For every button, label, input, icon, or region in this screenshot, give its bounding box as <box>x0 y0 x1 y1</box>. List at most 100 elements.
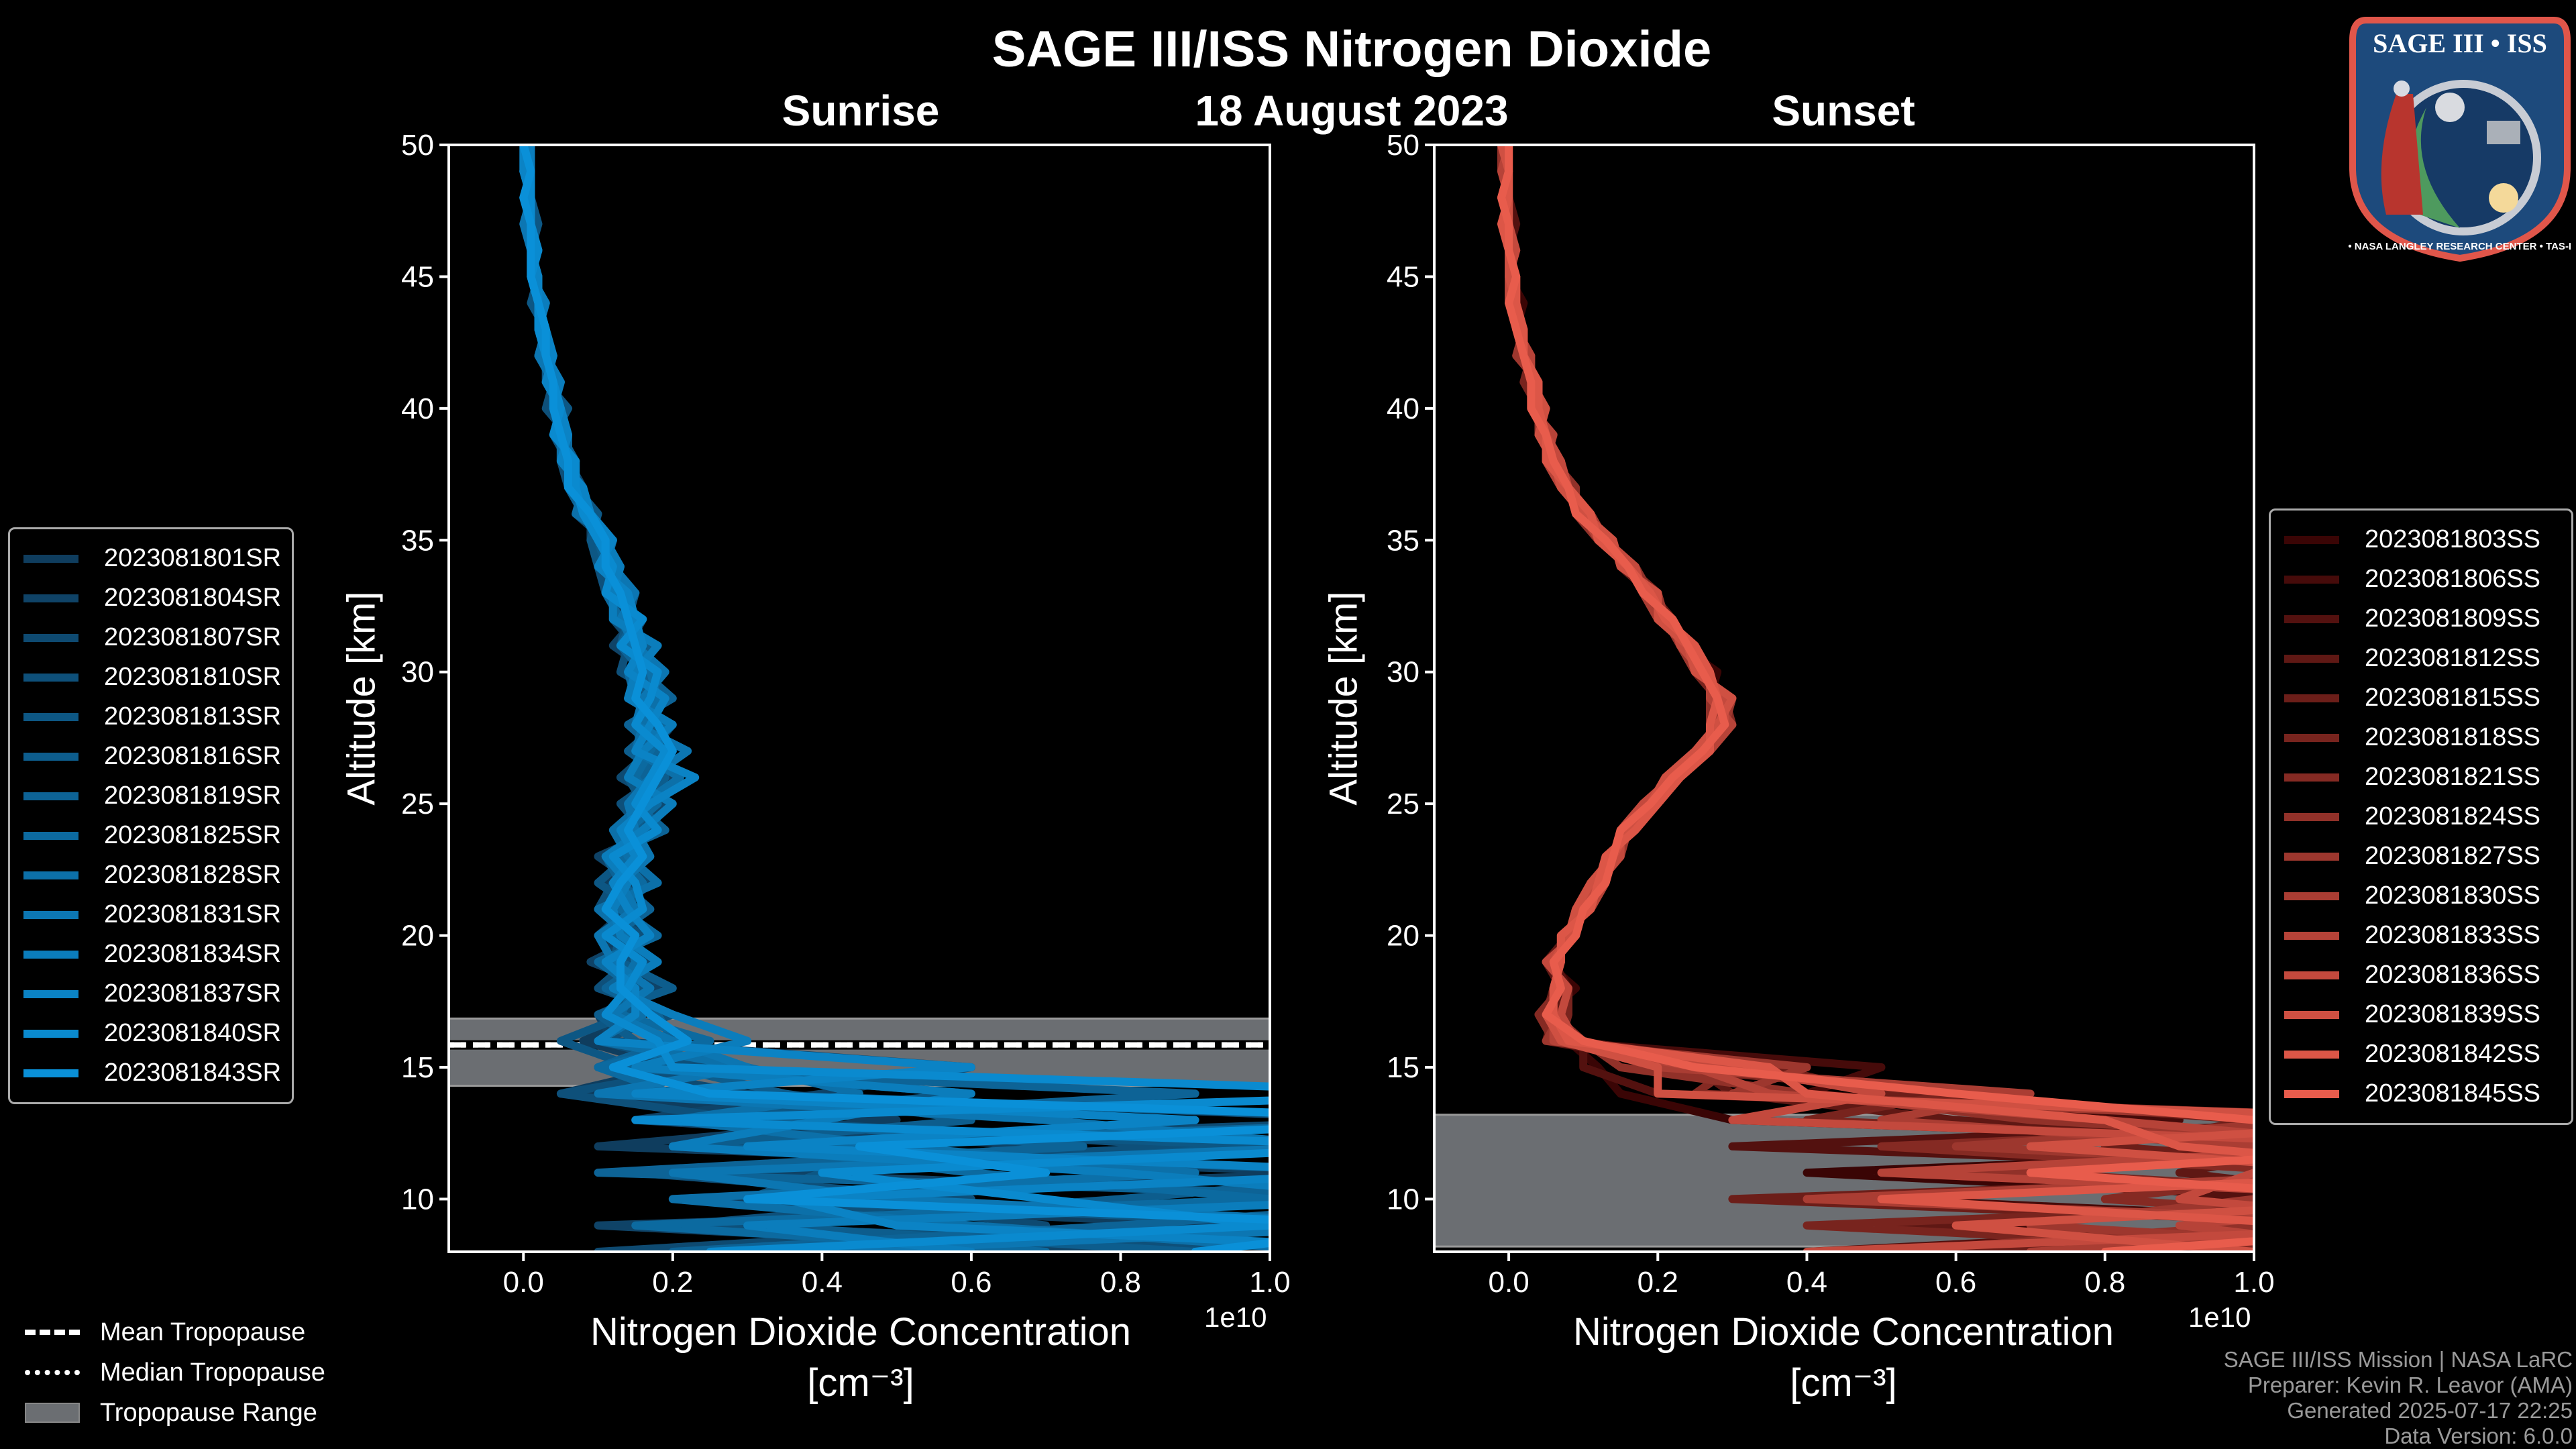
legend-label: 2023081842SS <box>2365 1040 2541 1068</box>
y-tick-label: 50 <box>401 129 434 162</box>
legend-line-swatch <box>23 910 78 919</box>
y-tick-label: 10 <box>401 1183 434 1216</box>
date-subtitle: 18 August 2023 <box>1195 87 1509 135</box>
legend-item: 2023081807SR <box>10 618 292 657</box>
sunset-panel-title: Sunset <box>1772 87 1915 135</box>
dashed-line-icon <box>25 1330 80 1335</box>
legend-label: 2023081807SR <box>104 623 282 651</box>
sunrise-axes-frame <box>447 144 1271 1253</box>
legend-label: 2023081813SR <box>104 702 282 731</box>
legend-item: 2023081839SS <box>2271 995 2571 1034</box>
chart-title: SAGE III/ISS Nitrogen Dioxide <box>991 21 1712 78</box>
footer-mission: SAGE III/ISS Mission | NASA LaRC <box>2223 1347 2573 1372</box>
legend-label: 2023081812SS <box>2365 644 2541 672</box>
legend-item: 2023081827SS <box>2271 837 2571 876</box>
legend-item: 2023081816SR <box>10 737 292 776</box>
legend-label: 2023081815SS <box>2365 684 2541 712</box>
sunrise-plot-area <box>449 145 1270 1252</box>
legend-item: 2023081833SS <box>2271 916 2571 955</box>
footer-data-version: Data Version: 6.0.0 <box>2384 1424 2573 1448</box>
legend-line-swatch <box>23 594 78 602</box>
legend-label: 2023081809SS <box>2365 604 2541 633</box>
legend-label: 2023081834SR <box>104 940 282 968</box>
x-tick-label: 1.0 <box>1249 1266 1290 1299</box>
legend-label: Tropopause Range <box>100 1398 317 1427</box>
y-tick-label: 30 <box>401 656 434 689</box>
legend-item: 2023081809SS <box>2271 599 2571 639</box>
legend-label: 2023081816SR <box>104 742 282 770</box>
legend-item: 2023081810SR <box>10 657 292 697</box>
gray-box-icon <box>25 1403 80 1423</box>
legend-item: 2023081845SS <box>2271 1074 2571 1114</box>
legend-label: 2023081803SS <box>2365 525 2541 553</box>
legend-item: 2023081806SS <box>2271 559 2571 599</box>
sunset-x-axis-label: Nitrogen Dioxide Concentration [cm⁻³] <box>1573 1307 2114 1409</box>
legend-label: 2023081840SR <box>104 1019 282 1047</box>
svg-text:SAGE III • ISS: SAGE III • ISS <box>2373 28 2547 58</box>
sunrise-panel-title: Sunrise <box>782 87 940 135</box>
legend-line-swatch <box>23 871 78 879</box>
legend-line-swatch <box>2284 614 2339 623</box>
footer-generated: Generated 2025-07-17 22:25 <box>2287 1398 2573 1423</box>
legend-label: Median Tropopause <box>100 1358 325 1387</box>
x-axis-label-text: Nitrogen Dioxide Concentration <box>1573 1310 2114 1354</box>
x-tick-label: 0.8 <box>1100 1266 1141 1299</box>
legend-line-swatch <box>2284 733 2339 742</box>
x-tick-label: 0.2 <box>652 1266 693 1299</box>
legend-item: 2023081818SS <box>2271 718 2571 757</box>
legend-line-swatch <box>2284 654 2339 663</box>
legend-item: 2023081837SR <box>10 974 292 1014</box>
legend-label: 2023081806SS <box>2365 565 2541 593</box>
legend-label: Mean Tropopause <box>100 1318 306 1346</box>
legend-line-swatch <box>23 831 78 840</box>
y-tick-label: 35 <box>401 524 434 557</box>
legend-item: 2023081812SS <box>2271 639 2571 678</box>
x-tick-label: 0.6 <box>951 1266 991 1299</box>
y-tick-label: 25 <box>1387 788 1419 820</box>
footer-credits: SAGE III/ISS Mission | NASA LaRC Prepare… <box>2224 1347 2573 1449</box>
legend-item: 2023081840SR <box>10 1014 292 1053</box>
y-tick-label: 20 <box>401 920 434 953</box>
dotted-line-icon <box>25 1370 80 1375</box>
legend-line-swatch <box>2284 1050 2339 1059</box>
legend-item: 2023081825SR <box>10 816 292 855</box>
legend-line-swatch <box>23 633 78 642</box>
legend-label: 2023081843SR <box>104 1059 282 1087</box>
legend-item-tropopause-range: Tropopause Range <box>25 1393 325 1433</box>
legend-label: 2023081836SS <box>2365 961 2541 989</box>
legend-label: 2023081845SS <box>2365 1079 2541 1108</box>
legend-line-swatch <box>2284 931 2339 940</box>
legend-item: 2023081842SS <box>2271 1034 2571 1074</box>
legend-label: 2023081827SS <box>2365 842 2541 870</box>
legend-line-swatch <box>23 989 78 998</box>
x-tick-label: 0.6 <box>1935 1266 1976 1299</box>
legend-line-swatch <box>2284 892 2339 900</box>
x-axis-label-units: [cm⁻³] <box>807 1361 914 1405</box>
legend-label: 2023081828SR <box>104 861 282 889</box>
sunrise-x-scale-label: 1e10 <box>1204 1301 1267 1333</box>
y-tick-label: 25 <box>401 788 434 820</box>
footer-preparer: Preparer: Kevin R. Leavor (AMA) <box>2247 1373 2573 1397</box>
y-tick-label: 45 <box>1387 260 1419 293</box>
legend-label: 2023081801SR <box>104 544 282 572</box>
legend-line-swatch <box>2284 535 2339 544</box>
legend-item: 2023081834SR <box>10 934 292 974</box>
legend-item: 2023081828SR <box>10 855 292 895</box>
legend-label: 2023081831SR <box>104 900 282 928</box>
y-tick-label: 40 <box>1387 392 1419 425</box>
legend-line-swatch <box>2284 852 2339 861</box>
profile-line-2023081845SS <box>1497 145 2254 1252</box>
y-tick-label: 50 <box>1387 129 1419 162</box>
x-axis-label-text: Nitrogen Dioxide Concentration <box>590 1310 1131 1354</box>
profile-line-2023081840SR <box>519 145 1270 1252</box>
legend-line-swatch <box>23 554 78 563</box>
sunset-legend: 2023081803SS 2023081806SS 2023081809SS 2023… <box>2269 508 2573 1125</box>
x-tick-label: 0.4 <box>802 1266 843 1299</box>
legend-line-swatch <box>2284 773 2339 782</box>
legend-item: 2023081801SR <box>10 539 292 578</box>
legend-label: 2023081804SR <box>104 584 282 612</box>
sunrise-x-axis-label: Nitrogen Dioxide Concentration [cm⁻³] <box>590 1307 1131 1409</box>
x-tick-label: 0.0 <box>503 1266 544 1299</box>
legend-label: 2023081819SR <box>104 782 282 810</box>
